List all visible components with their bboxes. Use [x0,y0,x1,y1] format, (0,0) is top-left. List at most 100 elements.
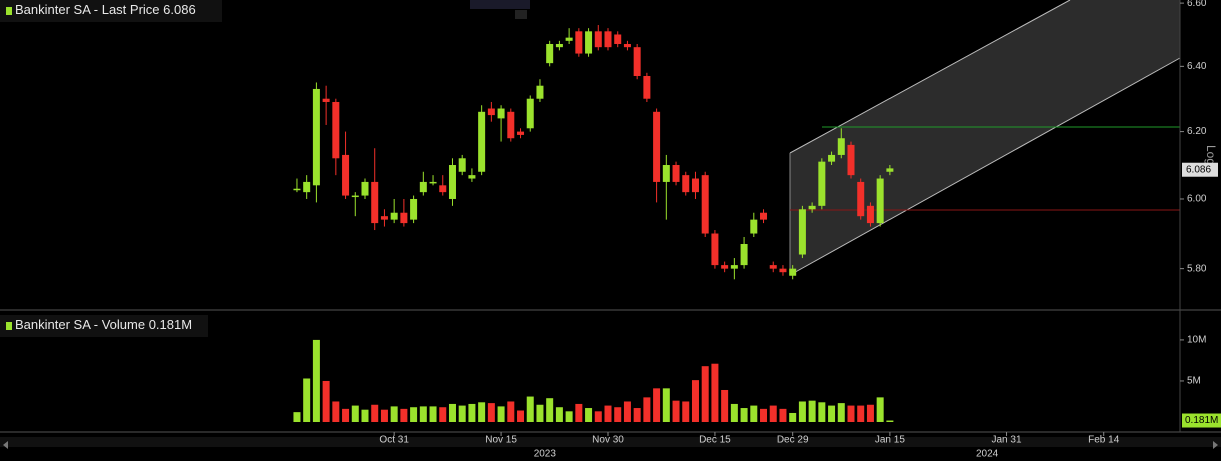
candle-body [507,111,515,139]
scale-label: Log [1204,145,1218,165]
candle-body [730,265,738,269]
y-tick-label: 6.60 [1187,0,1207,9]
volume-bar [760,408,768,422]
candle-body [487,108,495,116]
volume-bar [390,406,398,422]
candle-body [682,175,690,193]
x-tick-label: Oct 31 [379,435,409,446]
legend-label: Bankinter SA - Last Price [15,2,160,17]
candle-body [419,181,427,193]
volume-bar [818,402,826,422]
volume-bar [439,407,447,422]
legend-box [0,0,222,22]
candle-body [478,111,486,172]
toolbar-button[interactable] [515,10,527,19]
candle-body [594,31,602,48]
candle-body [672,165,680,182]
current-marker [1182,162,1218,177]
volume-bar [303,378,311,422]
candle-body [886,168,894,172]
candle-body [837,138,845,155]
volume-bar [711,363,719,422]
volume-bar [886,420,894,422]
candle-body [662,165,670,182]
toolbar[interactable] [470,0,530,9]
legend-value: 6.086 [163,2,196,17]
candle-body [312,88,320,186]
candle-body [653,111,661,182]
candle-body [555,43,563,48]
volume-bar [517,410,525,422]
current-label: 6.086 [1186,164,1211,175]
volume-bar [769,405,777,422]
candle-body [497,108,505,119]
volume-bar [594,411,602,422]
volume-bar [458,405,466,422]
candle-body [876,178,884,224]
volume-bar [828,405,836,422]
candle-body [789,268,797,276]
candle-body [614,34,622,44]
candle-body [303,181,311,193]
x-year-label: 2024 [976,449,999,460]
scroll-left[interactable] [3,441,8,449]
candle-body [390,212,398,220]
candle-body [526,98,534,129]
candle-body [711,233,719,266]
candle-body [857,181,865,217]
candle-body [546,43,554,64]
candle-body [517,131,525,135]
channel-fill [790,0,1180,275]
candle-body [740,243,748,266]
candle-body [342,154,350,196]
candle-body [779,268,787,273]
volume-bar [789,412,797,422]
candle-body [371,181,379,224]
volume-bar [585,408,593,422]
y-tick-label: 5M [1187,376,1201,387]
volume-bar [536,404,544,422]
volume-bar [643,397,651,422]
legend-box [0,315,208,337]
volume-bar [448,403,456,422]
volume-bar [779,408,787,422]
volume-bar [682,401,690,422]
volume-bar [478,402,486,422]
candle-body [429,181,437,184]
volume-bar [400,408,408,422]
volume-bar [614,407,622,422]
volume-bar [857,405,865,422]
candle-body [332,101,340,159]
volume-bar [342,408,350,422]
candle-body [468,175,476,179]
volume-bar [497,406,505,422]
volume-bar [847,405,855,422]
candle-body [847,144,855,176]
candle-body [439,185,447,193]
volume-bar [798,401,806,422]
volume-bar [293,412,301,422]
legend-swatch [6,7,12,15]
candle-body [448,165,456,199]
volume-bar [837,403,845,422]
candle-body [701,175,709,234]
scrollbar[interactable] [0,437,1221,447]
volume-bar [876,397,884,422]
volume-bar [507,401,515,422]
volume-bar [633,408,641,422]
y-tick-label: 6.40 [1187,61,1207,72]
volume-bar [701,366,709,422]
current-label: 0.181M [1185,415,1218,426]
x-tick-label: Nov 30 [592,435,624,446]
channel-lower [789,57,1181,276]
candle-body [818,161,826,206]
volume-bar [429,406,437,422]
candle-body [536,85,544,99]
volume-bar [866,404,874,422]
volume-bar [750,405,758,422]
candle-body [798,209,806,255]
scroll-right[interactable] [1213,441,1218,449]
candle-body [750,219,758,234]
